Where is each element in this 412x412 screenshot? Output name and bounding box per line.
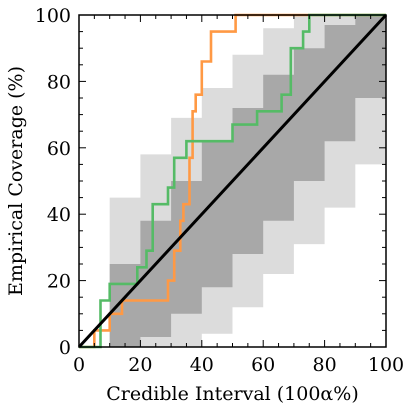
- y-tick-label: 20: [47, 271, 71, 293]
- series-line-1: [79, 13, 386, 349]
- series-line-2: [79, 13, 386, 349]
- x-tick-label: 60: [251, 354, 275, 376]
- y-tick-label: 100: [35, 5, 71, 27]
- y-tick-label: 80: [47, 71, 71, 93]
- y-tick-label: 60: [47, 138, 71, 160]
- axis-ticks: [78, 14, 387, 348]
- x-tick-label: 40: [190, 354, 214, 376]
- x-tick-label: 80: [313, 354, 337, 376]
- x-tick-label: 20: [128, 354, 152, 376]
- y-axis-label: Empirical Coverage (%): [5, 66, 27, 296]
- x-axis-label: Credible Interval (100α%): [106, 383, 358, 405]
- coverage-series: [77, 13, 388, 349]
- y-tick-labels: 0 20 40 60 80 100: [35, 5, 71, 359]
- x-tick-label: 0: [73, 354, 85, 376]
- x-tick-labels: 0 20 40 60 80 100: [73, 354, 404, 376]
- y-tick-label: 0: [59, 337, 71, 359]
- y-tick-label: 40: [47, 204, 71, 226]
- x-tick-label: 100: [368, 354, 404, 376]
- series-line-3: [77, 13, 388, 349]
